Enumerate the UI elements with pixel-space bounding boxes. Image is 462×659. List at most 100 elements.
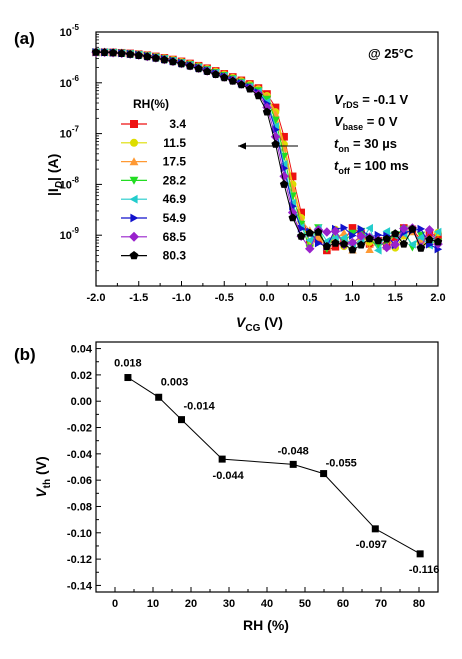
legend-label-17.5: 17.5 <box>163 155 187 169</box>
panel-b-point <box>155 393 163 401</box>
panel-a-point-3.4 <box>331 242 340 251</box>
panel-b-xtick-label: 80 <box>413 598 425 610</box>
panel-b-point <box>320 470 328 478</box>
panel-b-xtick-label: 10 <box>147 598 159 610</box>
panel-b-data-label: -0.055 <box>326 458 357 470</box>
panel-b-xtick-label: 70 <box>375 598 387 610</box>
panel-a-xlabel-sub: CG <box>245 323 260 334</box>
condition-off: toff = 100 ms <box>334 158 409 176</box>
panel-a-point-80.3 <box>314 227 323 236</box>
legend-entry-17.5: 17.5 <box>121 155 186 169</box>
panel-b-ytick-label: -0.08 <box>67 501 92 513</box>
panel-a-series-3.4 <box>92 48 442 255</box>
panel-a-ylabel-tail: | (A) <box>45 154 61 181</box>
panel-a-point-80.3 <box>391 229 400 238</box>
panel-a-point-80.3 <box>220 73 229 82</box>
panel-a-ytick-label: 10-7 <box>60 125 80 141</box>
panel-a-point-54.9 <box>349 231 357 240</box>
panel-a-point-54.9 <box>314 239 323 248</box>
panel-b-data-label: -0.048 <box>278 445 309 457</box>
panel-a-point-80.3 <box>416 243 426 252</box>
panel-a-xlabel-unit: (V) <box>260 314 283 330</box>
panel-a-point-46.9 <box>339 233 348 242</box>
panel-a-point-54.9 <box>417 224 426 233</box>
panel-a-point-68.5 <box>305 244 315 254</box>
panel-a-point-68.5 <box>356 231 366 241</box>
panel-a-point-17.5 <box>365 245 374 253</box>
panel-b-point <box>371 525 379 533</box>
panel-a-point-46.9 <box>416 233 425 242</box>
panel-a-series-line-3.4 <box>95 51 439 252</box>
panel-a-point-17.5 <box>279 144 289 152</box>
legend-label-68.5: 68.5 <box>163 230 187 244</box>
panel-a-xtick-label: -0.5 <box>215 292 234 304</box>
panel-a-point-80.3 <box>168 57 178 66</box>
legend: 3.4 11.5 17.5 28.2 46.9 54.9 68.5 80.3 <box>121 117 186 263</box>
panel-b-xtick-label: 50 <box>299 598 311 610</box>
panel-a-point-80.3 <box>339 239 349 248</box>
panel-a-point-3.4 <box>348 224 357 232</box>
panel-a-xlabel: VCG (V) <box>236 314 283 334</box>
panel-a-point-68.5 <box>347 237 358 248</box>
panel-a-point-46.9 <box>365 223 373 233</box>
panel-a-point-80.3 <box>382 234 391 243</box>
panel-b-data-label: 0.018 <box>114 358 142 370</box>
legend-entry-3.4: 3.4 <box>121 117 186 131</box>
panel-a-point-80.3 <box>91 47 101 56</box>
panel-a-point-80.3 <box>331 238 340 247</box>
panel-b-ytick-label: -0.12 <box>67 554 92 566</box>
panel-a-xtick-label: -1.0 <box>172 292 191 304</box>
panel-a-point-80.3 <box>245 84 255 93</box>
condition-on: ton = 30 µs <box>334 136 397 154</box>
panel-a-xtick-label: 0.5 <box>302 292 317 304</box>
panel-a-point-80.3 <box>262 107 272 116</box>
panel-b-ytick-label: -0.14 <box>67 580 93 592</box>
panel-a-point-80.3 <box>297 231 306 240</box>
panel-a-point-80.3 <box>143 52 152 61</box>
legend-label-11.5: 11.5 <box>163 136 186 150</box>
panel-a-chart: (a) -2.0 -1.5 -1.0 -0.5 0.0 0.5 1.0 1.5 2.0 10-5 1… <box>14 23 446 334</box>
panel-a-point-46.9 <box>374 246 382 255</box>
panel-a-point-80.3 <box>134 51 143 59</box>
panel-a-point-54.9 <box>357 224 366 234</box>
panel-a-xtick-label: -1.5 <box>129 292 148 304</box>
panel-b-point <box>178 416 185 424</box>
panel-b-ylabel: Vth (V) <box>33 456 53 497</box>
panel-b-ytick-label: 0.04 <box>71 344 93 356</box>
panel-b-ytick-label: -0.04 <box>67 449 93 461</box>
panel-a-point-68.5 <box>382 242 392 253</box>
panel-b-data-label: -0.014 <box>184 401 216 413</box>
legend-entry-11.5: 11.5 <box>121 136 186 150</box>
legend-entry-28.2: 28.2 <box>121 173 186 187</box>
legend-marker-80.3 <box>129 251 139 260</box>
panel-a-series-line-46.9 <box>95 51 439 252</box>
panel-a-ylabel-sub: D <box>54 181 65 188</box>
panel-a-point-80.3 <box>108 48 118 57</box>
legend-entry-80.3: 80.3 <box>121 249 186 263</box>
panel-a-point-80.3 <box>433 237 443 246</box>
panel-a-point-68.5 <box>390 239 400 250</box>
panel-a-point-80.3 <box>374 236 383 245</box>
panel-b-xtick-label: 0 <box>112 598 118 610</box>
panel-a-point-17.5 <box>314 233 323 241</box>
panel-a-point-46.9 <box>433 227 442 237</box>
panel-a-point-80.3 <box>194 64 203 73</box>
panel-a-point-80.3 <box>117 49 126 57</box>
panel-a-ytick-label: 10-5 <box>60 23 80 39</box>
panel-a-point-46.9 <box>382 227 391 236</box>
legend-marker-68.5 <box>129 231 139 242</box>
panel-b-data-label: 0.003 <box>161 376 189 388</box>
legend-marker-28.2 <box>129 176 139 185</box>
panel-a-xtick-label: 0.0 <box>259 292 274 304</box>
panel-a-xtick-label: 2.0 <box>430 292 445 304</box>
panel-a-point-80.3 <box>237 80 246 89</box>
panel-a-point-80.3 <box>254 91 263 100</box>
panel-a-ticks: -2.0 -1.5 -1.0 -0.5 0.0 0.5 1.0 1.5 2.0 10-5 10-6 1… <box>60 23 446 304</box>
panel-b-series: 0.018 0.003 -0.014 -0.044 -0.048 -0.055 -0.097… <box>114 358 439 576</box>
legend-label-54.9: 54.9 <box>163 211 187 225</box>
panel-b-ytick-label: -0.10 <box>67 528 92 540</box>
panel-a-xlabel-main: V <box>236 314 247 330</box>
panel-b-xtick-label: 20 <box>185 598 197 610</box>
panel-b-xtick-label: 60 <box>337 598 349 610</box>
panel-a-series-group <box>91 47 443 255</box>
